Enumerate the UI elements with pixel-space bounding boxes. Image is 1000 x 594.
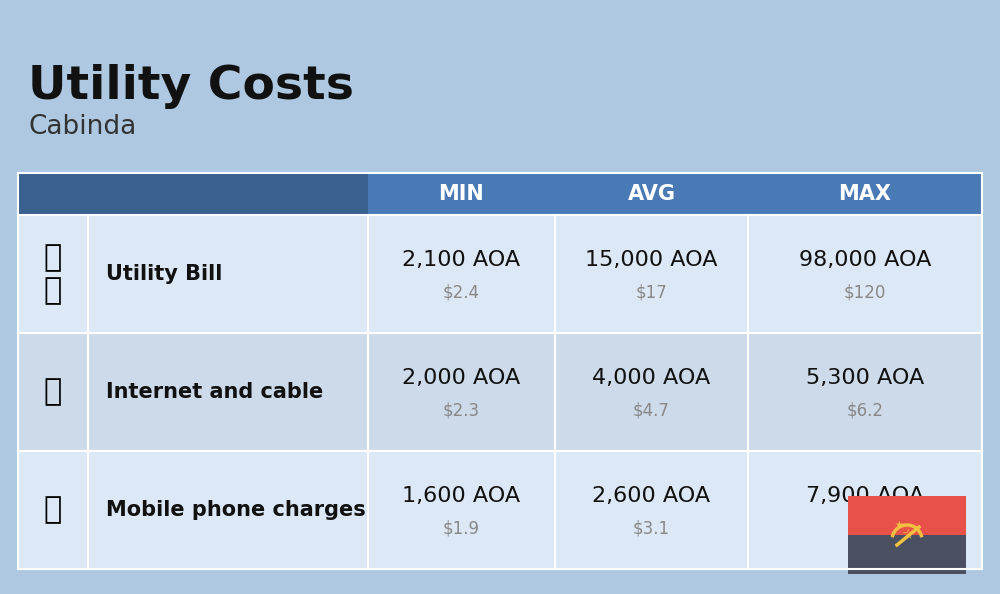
Bar xyxy=(848,535,966,574)
Text: $17: $17 xyxy=(636,283,667,301)
Text: 🔧
🔌: 🔧 🔌 xyxy=(44,243,62,305)
Text: 1,600 AOA: 1,600 AOA xyxy=(402,486,521,506)
Text: $1.9: $1.9 xyxy=(443,519,480,537)
Text: Internet and cable: Internet and cable xyxy=(106,382,323,402)
Text: ☆: ☆ xyxy=(901,528,913,542)
Bar xyxy=(18,173,982,215)
Bar xyxy=(18,215,982,333)
Text: 📱: 📱 xyxy=(44,495,62,525)
Bar xyxy=(18,173,982,569)
Text: $2.3: $2.3 xyxy=(443,401,480,419)
Text: MAX: MAX xyxy=(838,184,892,204)
Text: $120: $120 xyxy=(844,283,886,301)
Text: Cabinda: Cabinda xyxy=(28,114,136,140)
Text: 5,300 AOA: 5,300 AOA xyxy=(806,368,924,388)
Text: 2,100 AOA: 2,100 AOA xyxy=(402,250,521,270)
Text: Utility Costs: Utility Costs xyxy=(28,64,354,109)
Text: $4.7: $4.7 xyxy=(633,401,670,419)
Text: AVG: AVG xyxy=(628,184,676,204)
Text: 2,000 AOA: 2,000 AOA xyxy=(402,368,521,388)
Text: 📡: 📡 xyxy=(44,378,62,406)
Text: 4,000 AOA: 4,000 AOA xyxy=(592,368,711,388)
Text: Utility Bill: Utility Bill xyxy=(106,264,222,284)
Text: 98,000 AOA: 98,000 AOA xyxy=(799,250,931,270)
Text: $2.4: $2.4 xyxy=(443,283,480,301)
Bar xyxy=(88,173,368,215)
Bar xyxy=(18,333,982,451)
Text: Mobile phone charges: Mobile phone charges xyxy=(106,500,366,520)
Text: $9.3: $9.3 xyxy=(846,519,884,537)
Text: $6.2: $6.2 xyxy=(846,401,884,419)
Text: 15,000 AOA: 15,000 AOA xyxy=(585,250,718,270)
Text: 2,600 AOA: 2,600 AOA xyxy=(592,486,711,506)
Text: ★: ★ xyxy=(895,520,903,530)
Bar xyxy=(18,451,982,569)
Text: MIN: MIN xyxy=(439,184,484,204)
Bar xyxy=(18,173,88,215)
Bar xyxy=(848,496,966,535)
Text: 7,900 AOA: 7,900 AOA xyxy=(806,486,924,506)
Text: $3.1: $3.1 xyxy=(633,519,670,537)
